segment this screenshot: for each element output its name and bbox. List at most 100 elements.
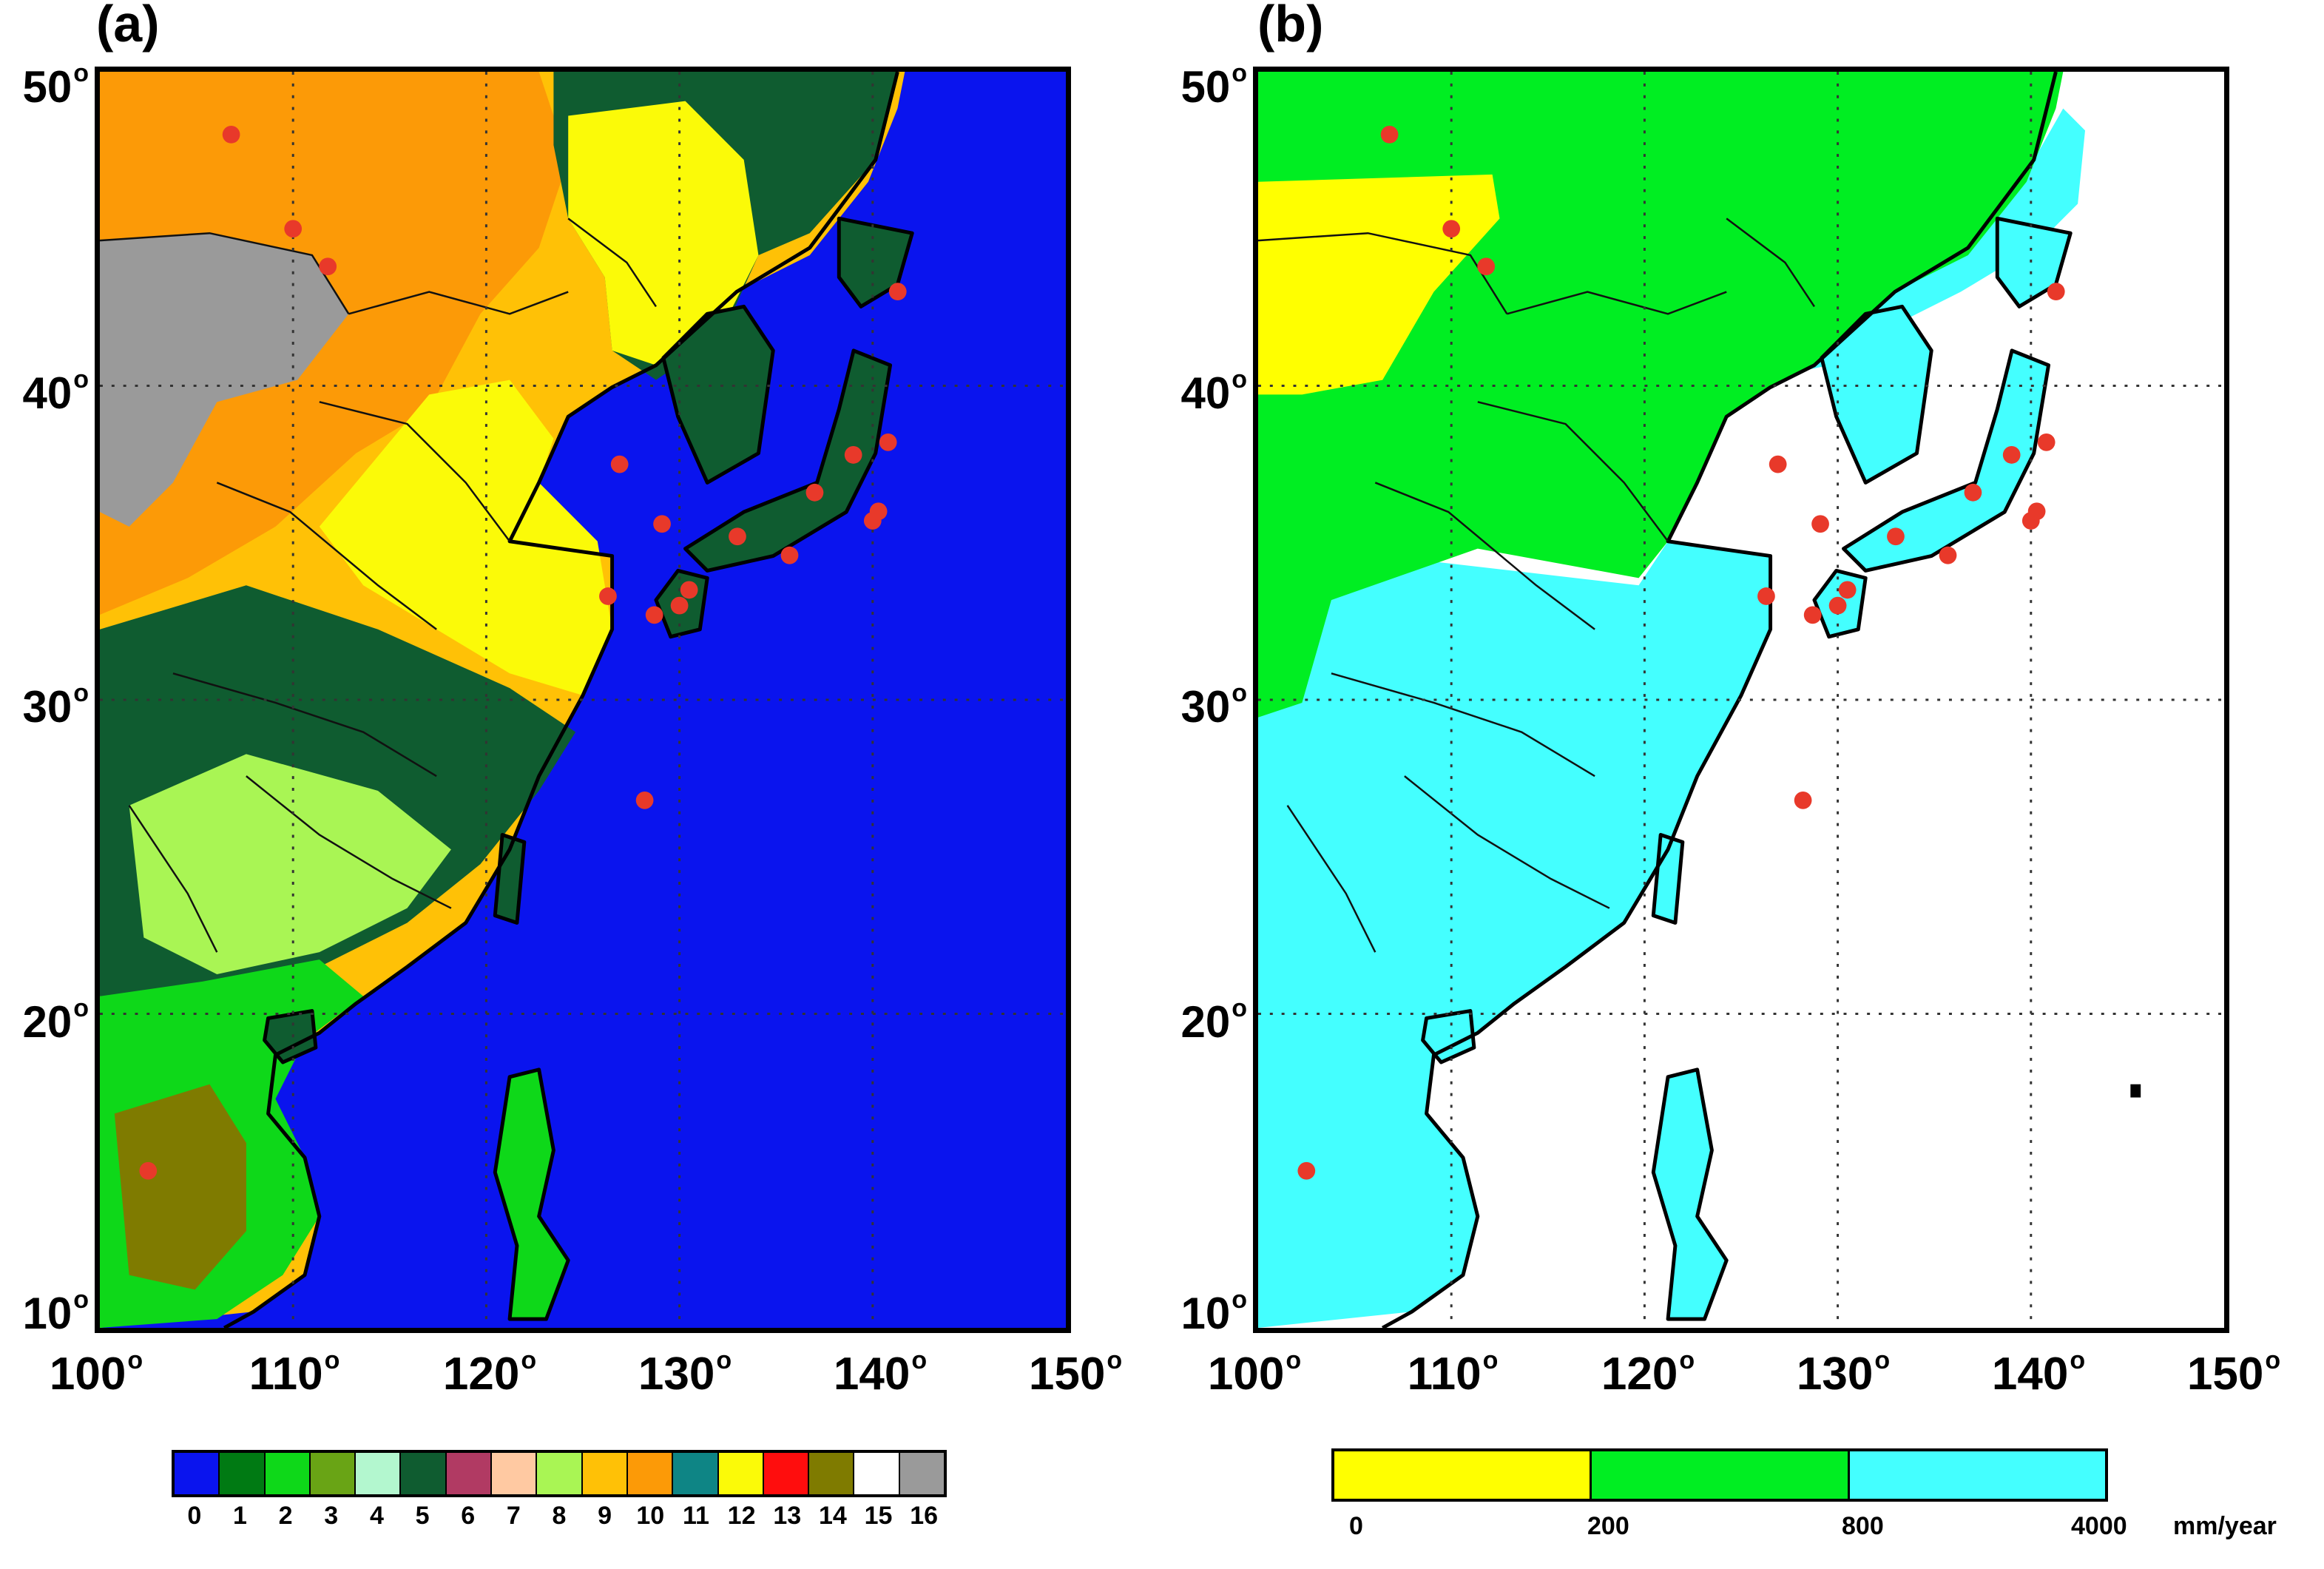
land-cover-swatch-3 [308,1453,355,1494]
site-marker [2047,283,2065,301]
land-cover-tick-11: 11 [682,1502,709,1530]
land-cover-tick-16: 16 [910,1502,939,1530]
site-marker [222,125,240,144]
cropland-north-china [319,379,612,696]
land-cover-tick-8: 8 [552,1502,567,1530]
precipitation-map-svg [1258,72,2224,1328]
precipitation-colorbar [1331,1448,2108,1502]
land-cover-colorbar [172,1450,947,1497]
panel-a-label: (a) [96,0,160,53]
land-cover-swatch-0 [175,1453,219,1494]
site-marker [2037,433,2056,451]
site-marker [2027,502,2046,521]
precip-swatch-1 [1590,1451,1848,1499]
precipitation-map [1253,67,2229,1333]
lon-label-100-b: 100o [1207,1346,1302,1400]
land-cover-swatch-14 [808,1453,854,1494]
precip-tick-4000: 4000 [2071,1512,2127,1540]
land-cover-swatch-16 [898,1453,945,1494]
land-cover-swatch-12 [717,1453,763,1494]
site-marker [1887,527,1905,546]
sites-layer-a [139,125,907,1180]
site-marker [879,433,897,451]
land-cover-swatch-7 [490,1453,536,1494]
precip-high-korea [1821,306,1932,483]
site-marker [1939,546,1957,564]
lon-label-100-a: 100o [49,1346,143,1400]
land-cover-tick-4: 4 [369,1502,384,1530]
precip-tick-200: 200 [1587,1512,1629,1540]
land-cover-tick-2: 2 [278,1502,293,1530]
land-cover-tick-15: 15 [864,1502,893,1530]
land-cover-map-svg [100,72,1066,1328]
site-marker [284,220,303,238]
graticule-b [1258,72,2224,1328]
site-marker [1964,483,1982,502]
site-marker [1442,220,1461,238]
site-marker [888,283,907,301]
coastline-b [1382,72,2058,1328]
site-marker [645,606,663,624]
lon-label-150-a: 150o [1028,1346,1123,1400]
site-marker [844,446,862,464]
site-marker [1811,515,1829,533]
lon-label-150-b: 150o [2186,1346,2281,1400]
site-marker [729,527,746,546]
site-marker [139,1161,158,1180]
land-cover-tick-0: 0 [187,1502,202,1530]
land-cover-swatch-2 [263,1453,309,1494]
taiwan-island [495,834,524,923]
land-cover-tick-13: 13 [773,1502,802,1530]
land-cover-tick-6: 6 [461,1502,476,1530]
land-cover-swatch-15 [853,1453,899,1494]
land-cover-swatch-6 [445,1453,491,1494]
lon-label-130-b: 130o [1796,1346,1891,1400]
sites-layer-b [1297,125,2065,1180]
japan-coast-a [263,216,914,1321]
land-cover-swatch-9 [581,1453,626,1494]
lat-label-20-a: 20o [22,994,89,1047]
lat-label-40-a: 40o [22,365,89,418]
site-marker [319,257,337,276]
lon-label-140-a: 140o [833,1346,928,1400]
province-borders-b [1258,217,1815,953]
islands-coast-b [1421,216,2073,1321]
lon-label-140-b: 140o [1991,1346,2086,1400]
land-cover-swatch-8 [536,1453,581,1494]
land-cover-tick-9: 9 [598,1502,612,1530]
land-cover-tick-14: 14 [818,1502,847,1530]
land-cover-swatch-13 [762,1453,808,1494]
land-cover-tick-12: 12 [727,1502,756,1530]
precip-unit: mm/year [2173,1512,2277,1540]
precip-tick-800: 800 [1842,1512,1884,1540]
isolated-pixel-marker [2130,1084,2141,1098]
lat-label-30-b: 30o [1180,679,1247,732]
site-marker [1838,581,1857,599]
coastline-a [223,72,899,1328]
lon-label-120-b: 120o [1601,1346,1695,1400]
land-cover-tick-1: 1 [233,1502,247,1530]
land-cover-swatch-5 [399,1453,445,1494]
site-marker [635,791,654,809]
lat-label-20-b: 20o [1180,994,1247,1047]
precip-high-islands [1422,834,1727,1320]
site-marker [1757,587,1775,605]
precip-high-japan [1814,218,2071,637]
precip-tick-0: 0 [1349,1512,1363,1540]
lat-label-10-b: 10o [1180,1286,1247,1338]
province-borders-a [100,217,657,953]
site-marker [1769,455,1787,473]
site-marker [2002,446,2021,464]
site-marker [1803,606,1822,624]
mosaic-indochina [114,1084,246,1290]
site-marker [1380,125,1399,144]
lon-label-120-a: 120o [442,1346,537,1400]
cropland-northeast [568,101,759,365]
site-marker [1297,1161,1316,1180]
site-marker [869,502,888,521]
land-cover-tick-10: 10 [636,1502,665,1530]
lat-label-50-a: 50o [22,59,89,112]
korea-peninsula [663,306,774,483]
site-marker [599,587,617,605]
site-marker [805,483,824,502]
